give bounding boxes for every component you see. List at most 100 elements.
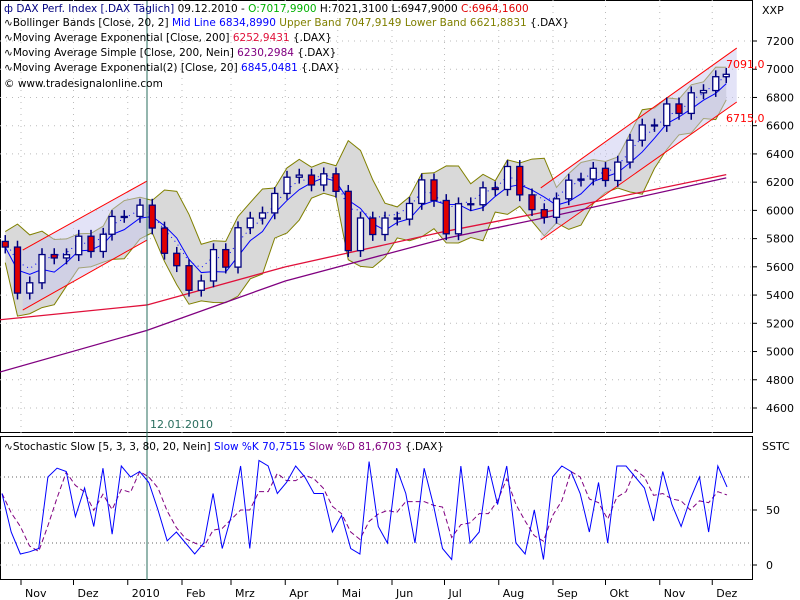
candle-body [108,215,116,235]
candle-body [663,103,671,127]
candle-body [675,103,683,115]
candle-body [38,253,46,284]
channel-lower-line [22,239,148,311]
candle-body [173,252,181,267]
y-tick-label: 5600 [766,261,794,274]
candle-body [454,203,463,235]
candle-body [722,73,730,78]
candle-body [283,176,291,195]
candle-body [699,89,708,94]
y-tick-label: 5800 [766,233,794,246]
channel-upper-label: 7091,0 [726,58,765,71]
bar-date: 09.12.2010 - [177,3,245,15]
y-tick-label: 6200 [766,176,794,189]
ema200-legend[interactable]: ∿Moving Average Exponential [Close, 200]… [4,32,332,45]
candle-body [332,173,340,192]
candle-body [197,280,205,291]
stoch-d: Slow %D 81,6703 [308,441,402,453]
candle-body [491,187,499,191]
candle-body [99,233,107,253]
symbol-name: DAX Perf. Index [.DAX Täglich] [16,3,175,15]
candle-body [393,217,401,220]
candle-body [540,209,548,218]
ema200-suffix: {.DAX} [292,32,332,44]
candle-body [405,202,414,220]
x-tick-label: 2010 [132,587,160,600]
candle-body [160,227,169,254]
candle-body [528,194,536,211]
candle-body [430,179,438,202]
ema20-legend[interactable]: ∿Moving Average Exponential(2) [Close, 2… [4,62,340,75]
candle-body [442,199,450,235]
candle-body [516,165,524,196]
channel-upper-line [540,47,738,189]
sma200-value: 6230,2984 [237,47,294,59]
slow-k-line [1,459,728,561]
indicator-icon: ∿ [4,17,13,29]
ema200-value: 6252,9431 [232,32,290,44]
bb-mid: Mid Line 6834,8990 [171,17,276,29]
y-tick-label: 7200 [766,35,794,48]
candle-body [503,165,512,191]
stoch-tick-label: 0 [766,559,773,572]
y-tick-label: 4800 [766,374,794,387]
candle-body [209,248,218,282]
y-tick-label: 5400 [766,289,794,302]
regression-channel-fill [22,181,147,311]
y-tick-label: 6800 [766,91,794,104]
x-tick-label: Dez [716,587,737,600]
y-tick-label: 6400 [766,148,794,161]
candle-body [601,167,610,182]
slow-d-line [1,468,728,553]
price-axis-label: XXP [762,4,784,17]
stochastic-legend[interactable]: ∿Stochastic Slow [5, 3, 3, 80, 20, Nein]… [4,441,444,454]
candle-body [626,139,634,163]
ema20-suffix: {.DAX} [301,62,341,74]
candle-body [369,217,377,236]
x-tick-label: Nov [25,587,47,600]
candle-body [75,235,83,256]
candle-body [258,212,267,219]
candle-body [87,235,95,253]
candle-body [320,173,328,186]
x-tick-label: Mai [342,587,361,600]
open-value: O:7017,9900 [248,3,317,15]
candle-body [271,192,279,214]
stochastic-pane [0,436,753,580]
candle-body [565,179,573,200]
y-tick-label: 6600 [766,120,794,133]
candle-icon: ф [4,3,13,15]
indicator-icon: ∿ [4,62,13,74]
candle-body [1,240,9,248]
candle-body [13,246,22,294]
x-tick-label: Dez [78,587,99,600]
candle-body [136,204,144,218]
x-tick-label: Sep [557,587,578,600]
candle-body [479,187,487,206]
candle-body [356,217,365,252]
indicator-icon: ∿ [4,32,13,44]
x-tick-label: Nov [664,587,686,600]
bb-lower: Lower Band 6621,8831 [404,17,527,29]
bb-suffix: {.DAX} [530,17,570,29]
sma200-legend[interactable]: ∿Moving Average Simple [Close, 200, Nein… [4,47,336,60]
sma200-suffix: {.DAX} [297,47,337,59]
x-tick-label: Feb [186,587,205,600]
candle-body [650,124,659,127]
candle-body [120,215,128,219]
channel-lower-label: 6715,0 [726,112,765,125]
candle-body [638,124,646,141]
stochastic-axis-label: SSTC [762,440,790,453]
stoch-name: Stochastic Slow [5, 3, 3, 80, 20, Nein] [12,441,211,453]
bollinger-legend[interactable]: ∿Bollinger Bands [Close, 20, 2] Mid Line… [4,17,569,30]
candle-body [552,198,561,218]
candle-body [185,265,193,291]
ema200-name: Moving Average Exponential [Close, 200] [12,32,230,44]
candle-body [26,282,34,294]
copyright: © www.tradesignalonline.com [4,78,163,90]
bb-upper: Upper Band 7047,9149 [279,17,402,29]
candle-body [381,217,389,236]
x-tick-label: Okt [610,587,630,600]
x-tick-label: Jun [395,587,413,600]
x-tick-label: Aug [503,587,524,600]
